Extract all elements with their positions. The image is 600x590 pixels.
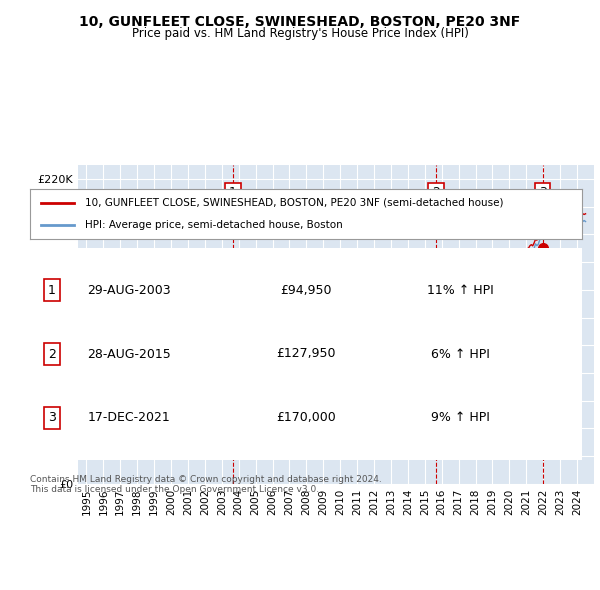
Text: 3: 3: [539, 186, 547, 199]
Text: HPI: Average price, semi-detached house, Boston: HPI: Average price, semi-detached house,…: [85, 220, 343, 230]
Text: 3: 3: [48, 411, 56, 424]
Text: Price paid vs. HM Land Registry's House Price Index (HPI): Price paid vs. HM Land Registry's House …: [131, 27, 469, 40]
Text: £127,950: £127,950: [276, 348, 336, 360]
Text: 10, GUNFLEET CLOSE, SWINESHEAD, BOSTON, PE20 3NF (semi-detached house): 10, GUNFLEET CLOSE, SWINESHEAD, BOSTON, …: [85, 198, 504, 208]
Text: 1: 1: [48, 284, 56, 297]
Text: £94,950: £94,950: [280, 284, 332, 297]
Text: 6% ↑ HPI: 6% ↑ HPI: [431, 348, 490, 360]
Text: 28-AUG-2015: 28-AUG-2015: [88, 348, 171, 360]
Text: 10, GUNFLEET CLOSE, SWINESHEAD, BOSTON, PE20 3NF: 10, GUNFLEET CLOSE, SWINESHEAD, BOSTON, …: [79, 15, 521, 29]
Text: 29-AUG-2003: 29-AUG-2003: [88, 284, 171, 297]
Text: 9% ↑ HPI: 9% ↑ HPI: [431, 411, 490, 424]
Text: 2: 2: [48, 348, 56, 360]
Text: 2: 2: [432, 186, 440, 199]
Text: Contains HM Land Registry data © Crown copyright and database right 2024.
This d: Contains HM Land Registry data © Crown c…: [30, 475, 382, 494]
Text: 17-DEC-2021: 17-DEC-2021: [88, 411, 171, 424]
Text: 1: 1: [229, 186, 237, 199]
Text: £170,000: £170,000: [276, 411, 336, 424]
Text: 11% ↑ HPI: 11% ↑ HPI: [427, 284, 494, 297]
